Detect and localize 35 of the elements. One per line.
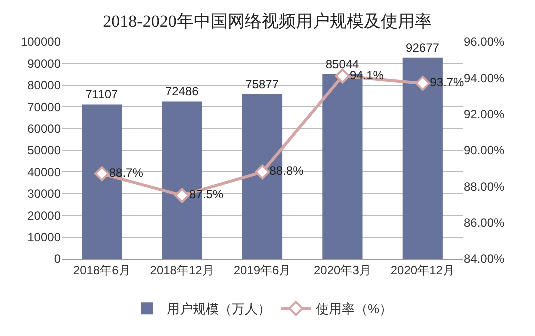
- y2-tick-label: 90.00%: [464, 144, 506, 158]
- x-tick-label: 2019年6月: [234, 263, 292, 278]
- x-tick-label: 2020年3月: [314, 263, 372, 278]
- x-tick-label: 2018年6月: [73, 263, 131, 278]
- legend-label: 用户规模（万人）: [167, 302, 271, 317]
- legend-label: 使用率（%）: [316, 302, 393, 317]
- y-tick-label: 20000: [28, 208, 62, 223]
- y-tick-label: 40000: [28, 165, 62, 180]
- x-tick-label: 2020年12月: [390, 263, 455, 278]
- y-tick-label: 70000: [28, 100, 62, 114]
- x-tick-label: 2018年12月: [150, 263, 214, 278]
- y-tick-label: 90000: [28, 56, 62, 71]
- point: [94, 166, 110, 182]
- y2-tick-label: 88.00%: [464, 180, 506, 194]
- data-label: 75877: [246, 77, 280, 92]
- y-tick-label: 0: [54, 252, 62, 266]
- y-tick-label: 50000: [28, 144, 62, 158]
- y2-tick-label: 92.00%: [464, 108, 506, 122]
- y-tick-label: 30000: [28, 187, 62, 202]
- y-tick-label: 100000: [20, 35, 62, 50]
- data-label: 92677: [406, 40, 440, 55]
- y2-tick-label: 84.00%: [464, 252, 506, 266]
- point: [335, 68, 350, 84]
- chart-title: 2018-2020年中国网络视频用户规模及使用率: [103, 12, 432, 32]
- point: [255, 164, 270, 180]
- y2-tick-label: 86.00%: [464, 216, 506, 230]
- point: [415, 76, 430, 92]
- y-tick-label: 60000: [28, 122, 62, 136]
- y-tick-label: 80000: [28, 78, 62, 93]
- y2-tick-label: 96.00%: [464, 35, 506, 50]
- data-label: 72486: [165, 84, 200, 99]
- data-label: 71107: [86, 88, 118, 102]
- y2-tick-label: 94.00%: [464, 71, 506, 86]
- point: [174, 188, 190, 204]
- y-tick-label: 10000: [28, 230, 62, 244]
